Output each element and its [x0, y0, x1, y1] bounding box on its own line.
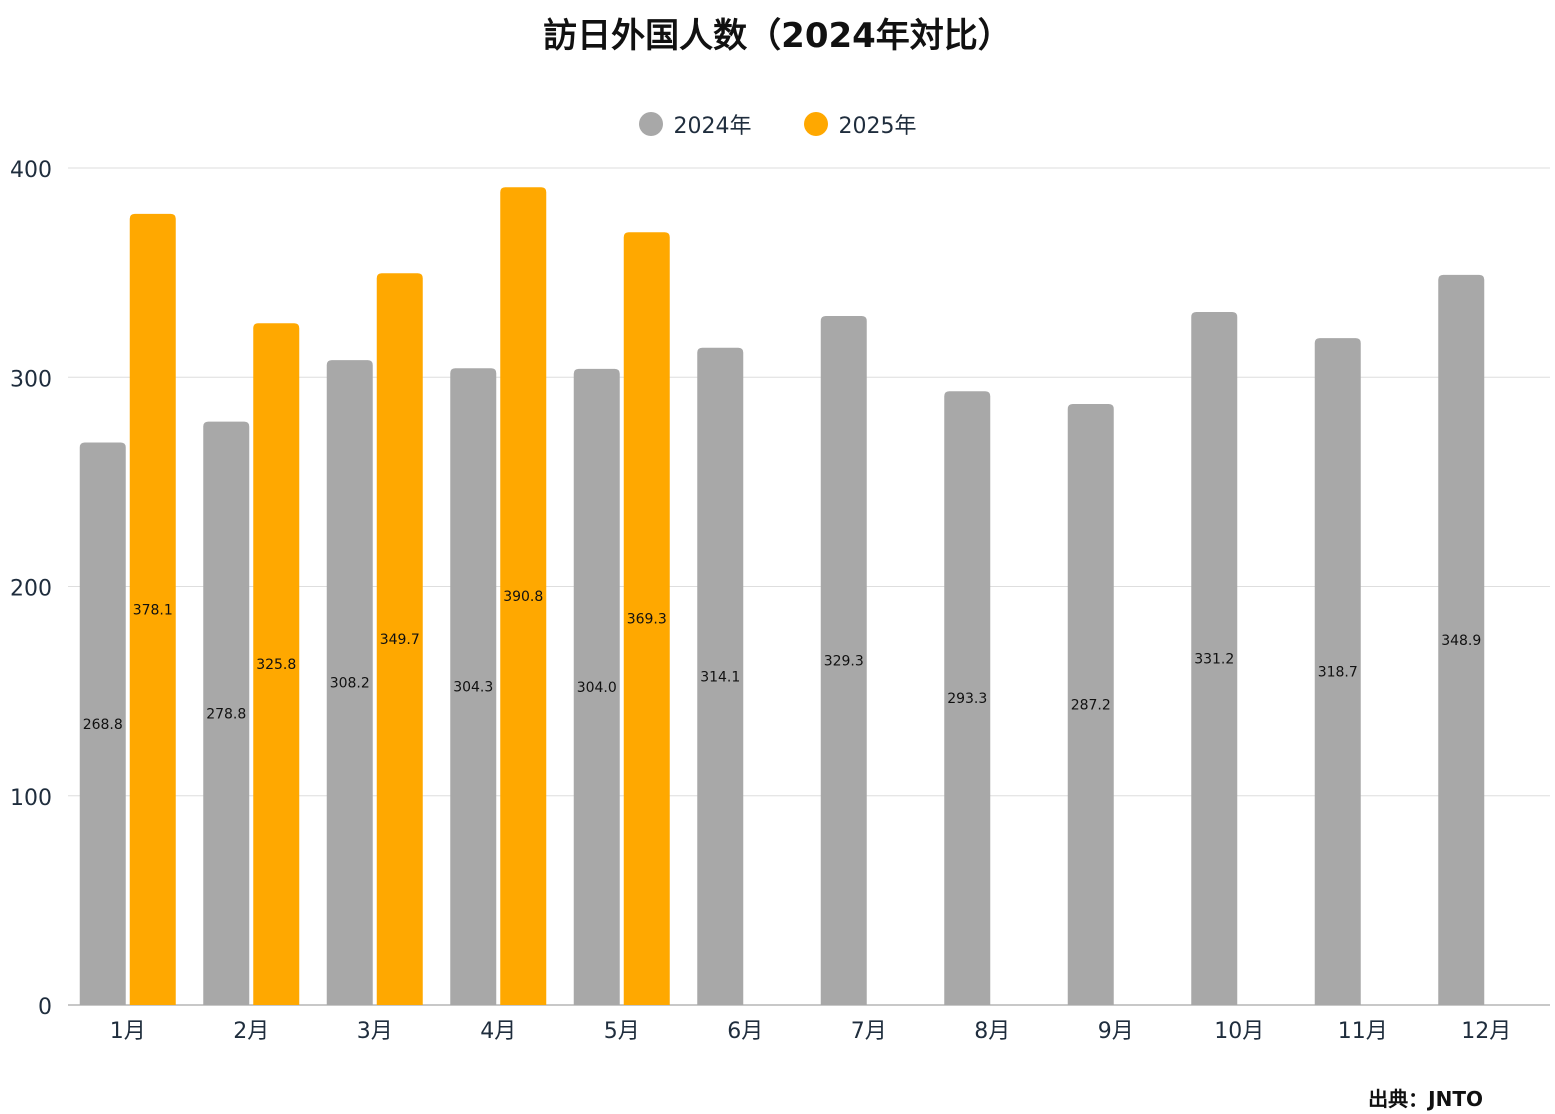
- data-label: 304.3: [453, 680, 493, 696]
- data-label: 331.2: [1194, 651, 1234, 667]
- bar-2025: [623, 232, 670, 1005]
- bar-2024: [450, 368, 497, 1005]
- legend-swatch-2024: [638, 112, 663, 136]
- data-label: 268.8: [83, 717, 123, 733]
- x-tick-label: 3月: [357, 1019, 393, 1044]
- data-label: 329.3: [824, 653, 864, 669]
- x-tick-label: 10月: [1214, 1019, 1264, 1044]
- chart-title: 訪日外国人数（2024年対比）: [543, 16, 1012, 56]
- source-note: 出典：JNTO: [1368, 1087, 1483, 1111]
- bar-2024: [820, 315, 867, 1005]
- data-label: 390.8: [503, 589, 543, 605]
- data-label: 314.1: [700, 669, 740, 685]
- data-label: 287.2: [1071, 698, 1111, 714]
- y-tick-label: 200: [10, 577, 52, 602]
- y-tick-label: 0: [38, 995, 52, 1020]
- legend-label-2024: 2024年: [673, 114, 752, 139]
- bar-2024: [79, 442, 126, 1005]
- bar-2024: [1438, 274, 1485, 1005]
- x-tick-label: 6月: [727, 1019, 763, 1044]
- y-tick-label: 400: [10, 158, 52, 183]
- bar-2024: [1314, 338, 1361, 1005]
- data-label: 349.7: [380, 632, 420, 648]
- bar-2025: [253, 323, 300, 1005]
- bar-2024: [944, 391, 991, 1005]
- data-label: 378.1: [133, 602, 173, 618]
- bar-2024: [203, 421, 250, 1006]
- x-tick-label: 11月: [1338, 1019, 1388, 1044]
- data-label: 369.3: [627, 612, 667, 628]
- bar-2024: [573, 368, 620, 1005]
- bar-2024: [326, 360, 373, 1005]
- bar-2024: [1191, 311, 1238, 1005]
- x-tick-label: 1月: [110, 1019, 146, 1044]
- data-label: 318.7: [1318, 665, 1358, 681]
- x-tick-label: 4月: [480, 1019, 516, 1044]
- x-tick-label: 12月: [1461, 1019, 1511, 1044]
- data-label: 308.2: [330, 676, 370, 692]
- data-label: 304.0: [577, 680, 617, 696]
- legend-swatch-2025: [803, 112, 828, 136]
- data-label: 278.8: [206, 706, 246, 722]
- x-tick-label: 7月: [851, 1019, 887, 1044]
- data-label: 348.9: [1441, 633, 1481, 649]
- bar-2024: [697, 347, 744, 1006]
- bar-2025: [376, 273, 423, 1005]
- bar-2025: [500, 187, 547, 1006]
- y-tick-label: 100: [10, 786, 52, 811]
- x-tick-label: 2月: [233, 1019, 269, 1044]
- y-tick-label: 300: [10, 367, 52, 392]
- x-tick-label: 9月: [1098, 1019, 1134, 1044]
- legend: 2024年 2025年: [0, 108, 1555, 140]
- bar-2024: [1067, 404, 1114, 1005]
- legend-item-2024[interactable]: 2024年: [638, 108, 752, 140]
- legend-item-2025[interactable]: 2025年: [803, 108, 917, 140]
- data-label: 325.8: [256, 657, 296, 673]
- bar-2025: [129, 213, 176, 1005]
- legend-label-2025: 2025年: [838, 114, 917, 139]
- x-tick-label: 5月: [604, 1019, 640, 1044]
- x-tick-label: 8月: [974, 1019, 1010, 1044]
- data-label: 293.3: [947, 691, 987, 707]
